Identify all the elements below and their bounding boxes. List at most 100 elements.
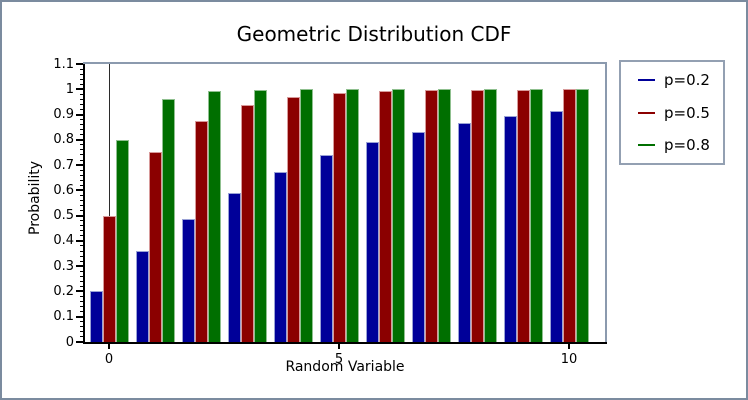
y-minor-tick — [80, 73, 83, 75]
legend-item-p=0.8: p=0.8 — [621, 137, 723, 153]
y-minor-tick — [80, 78, 83, 80]
y-minor-tick — [80, 68, 83, 70]
y-minor-tick — [80, 301, 83, 303]
bar-p=0.5-x8 — [470, 90, 484, 342]
y-tick-label: 0 — [65, 334, 74, 350]
y-minor-tick — [80, 144, 83, 146]
zero-axis-line — [108, 64, 110, 342]
x-axis-label: Random Variable — [285, 359, 405, 375]
bar-p=0.2-x1 — [135, 251, 149, 342]
y-minor-tick — [80, 250, 83, 252]
y-minor-tick — [80, 205, 83, 207]
y-tick-label: 0.3 — [53, 258, 74, 274]
y-minor-tick — [80, 154, 83, 156]
y-tick — [76, 88, 83, 91]
y-tick — [76, 315, 83, 318]
bar-p=0.2-x0 — [89, 291, 103, 342]
x-tick — [108, 344, 110, 349]
bar-p=0.5-x0 — [102, 216, 116, 342]
y-tick — [76, 214, 83, 217]
plot-area: 0 0.1 0.2 0.3 0.4 0.5 0.6 0.7 0.8 0.9 1 1.1 0 5 10 — [53, 57, 607, 367]
y-minor-tick — [80, 235, 83, 237]
bar-p=0.8-x9 — [529, 89, 543, 342]
bar-p=0.2-x2 — [181, 219, 195, 342]
y-minor-tick — [80, 280, 83, 282]
bar-p=0.5-x3 — [240, 105, 254, 342]
y-minor-tick — [80, 93, 83, 95]
bar-p=0.5-x4 — [286, 97, 300, 342]
y-minor-tick — [80, 275, 83, 277]
spine-right — [605, 62, 607, 344]
x-tick-label: 0 — [104, 352, 114, 367]
y-tick-label: 1.1 — [53, 56, 74, 72]
y-minor-tick — [80, 306, 83, 308]
y-tick — [76, 189, 83, 192]
chart-title: Geometric Distribution CDF — [236, 22, 512, 46]
y-tick-label: 0.5 — [53, 208, 74, 224]
y-minor-tick — [80, 230, 83, 232]
y-minor-tick — [80, 169, 83, 171]
legend-label: p=0.2 — [664, 71, 710, 89]
y-tick-label: 0.7 — [53, 157, 74, 173]
bar-p=0.2-x9 — [503, 116, 517, 342]
y-minor-tick — [80, 98, 83, 100]
bar-p=0.5-x7 — [424, 90, 438, 342]
bar-p=0.5-x2 — [194, 121, 208, 342]
legend-line-icon — [638, 79, 655, 81]
y-tick-label: 0.1 — [53, 309, 74, 325]
y-minor-tick — [80, 184, 83, 186]
y-minor-tick — [80, 245, 83, 247]
y-tick — [76, 164, 83, 167]
y-minor-tick — [80, 124, 83, 126]
legend-item-p=0.2: p=0.2 — [621, 72, 723, 88]
bar-p=0.8-x8 — [483, 89, 497, 342]
y-tick-label: 0.6 — [53, 182, 74, 198]
y-minor-tick — [80, 174, 83, 176]
y-tick — [76, 138, 83, 141]
y-tick — [76, 113, 83, 116]
legend-line-icon — [638, 111, 655, 114]
y-minor-tick — [80, 210, 83, 212]
y-minor-tick — [80, 270, 83, 272]
y-minor-tick — [80, 199, 83, 201]
bar-p=0.8-x6 — [391, 89, 405, 342]
y-tick-label: 0.2 — [53, 283, 74, 299]
bar-p=0.2-x6 — [365, 142, 379, 342]
bar-p=0.8-x0 — [115, 140, 129, 342]
bar-p=0.8-x2 — [207, 91, 221, 342]
y-minor-tick — [80, 311, 83, 313]
legend: p=0.2 p=0.5 p=0.8 — [619, 60, 725, 165]
y-minor-tick — [80, 255, 83, 257]
y-minor-tick — [80, 326, 83, 328]
legend-line-icon — [638, 144, 655, 146]
y-minor-tick — [80, 179, 83, 181]
y-tick — [76, 63, 83, 65]
y-minor-tick — [80, 129, 83, 131]
bar-p=0.8-x4 — [299, 89, 313, 342]
y-minor-tick — [80, 83, 83, 85]
y-minor-tick — [80, 285, 83, 287]
y-minor-tick — [80, 134, 83, 136]
y-minor-tick — [80, 149, 83, 151]
y-minor-tick — [80, 331, 83, 333]
spine-left — [83, 64, 85, 344]
bar-p=0.8-x3 — [253, 90, 267, 342]
bar-p=0.2-x8 — [457, 123, 471, 342]
y-tick — [76, 341, 83, 343]
bar-p=0.2-x10 — [549, 111, 563, 342]
y-minor-tick — [80, 321, 83, 323]
y-minor-tick — [80, 119, 83, 121]
legend-item-p=0.5: p=0.5 — [621, 105, 723, 121]
y-tick-label: 0.8 — [53, 132, 74, 148]
legend-label: p=0.8 — [664, 136, 710, 154]
bar-p=0.5-x9 — [516, 90, 530, 342]
x-tick-label: 5 — [334, 352, 344, 367]
bar-p=0.8-x5 — [345, 89, 359, 342]
bar-p=0.8-x10 — [575, 89, 589, 342]
x-tick — [338, 344, 340, 349]
bar-p=0.5-x10 — [562, 89, 576, 342]
bar-p=0.5-x1 — [148, 152, 162, 342]
y-minor-tick — [80, 220, 83, 222]
y-minor-tick — [80, 336, 83, 338]
y-minor-tick — [80, 159, 83, 161]
